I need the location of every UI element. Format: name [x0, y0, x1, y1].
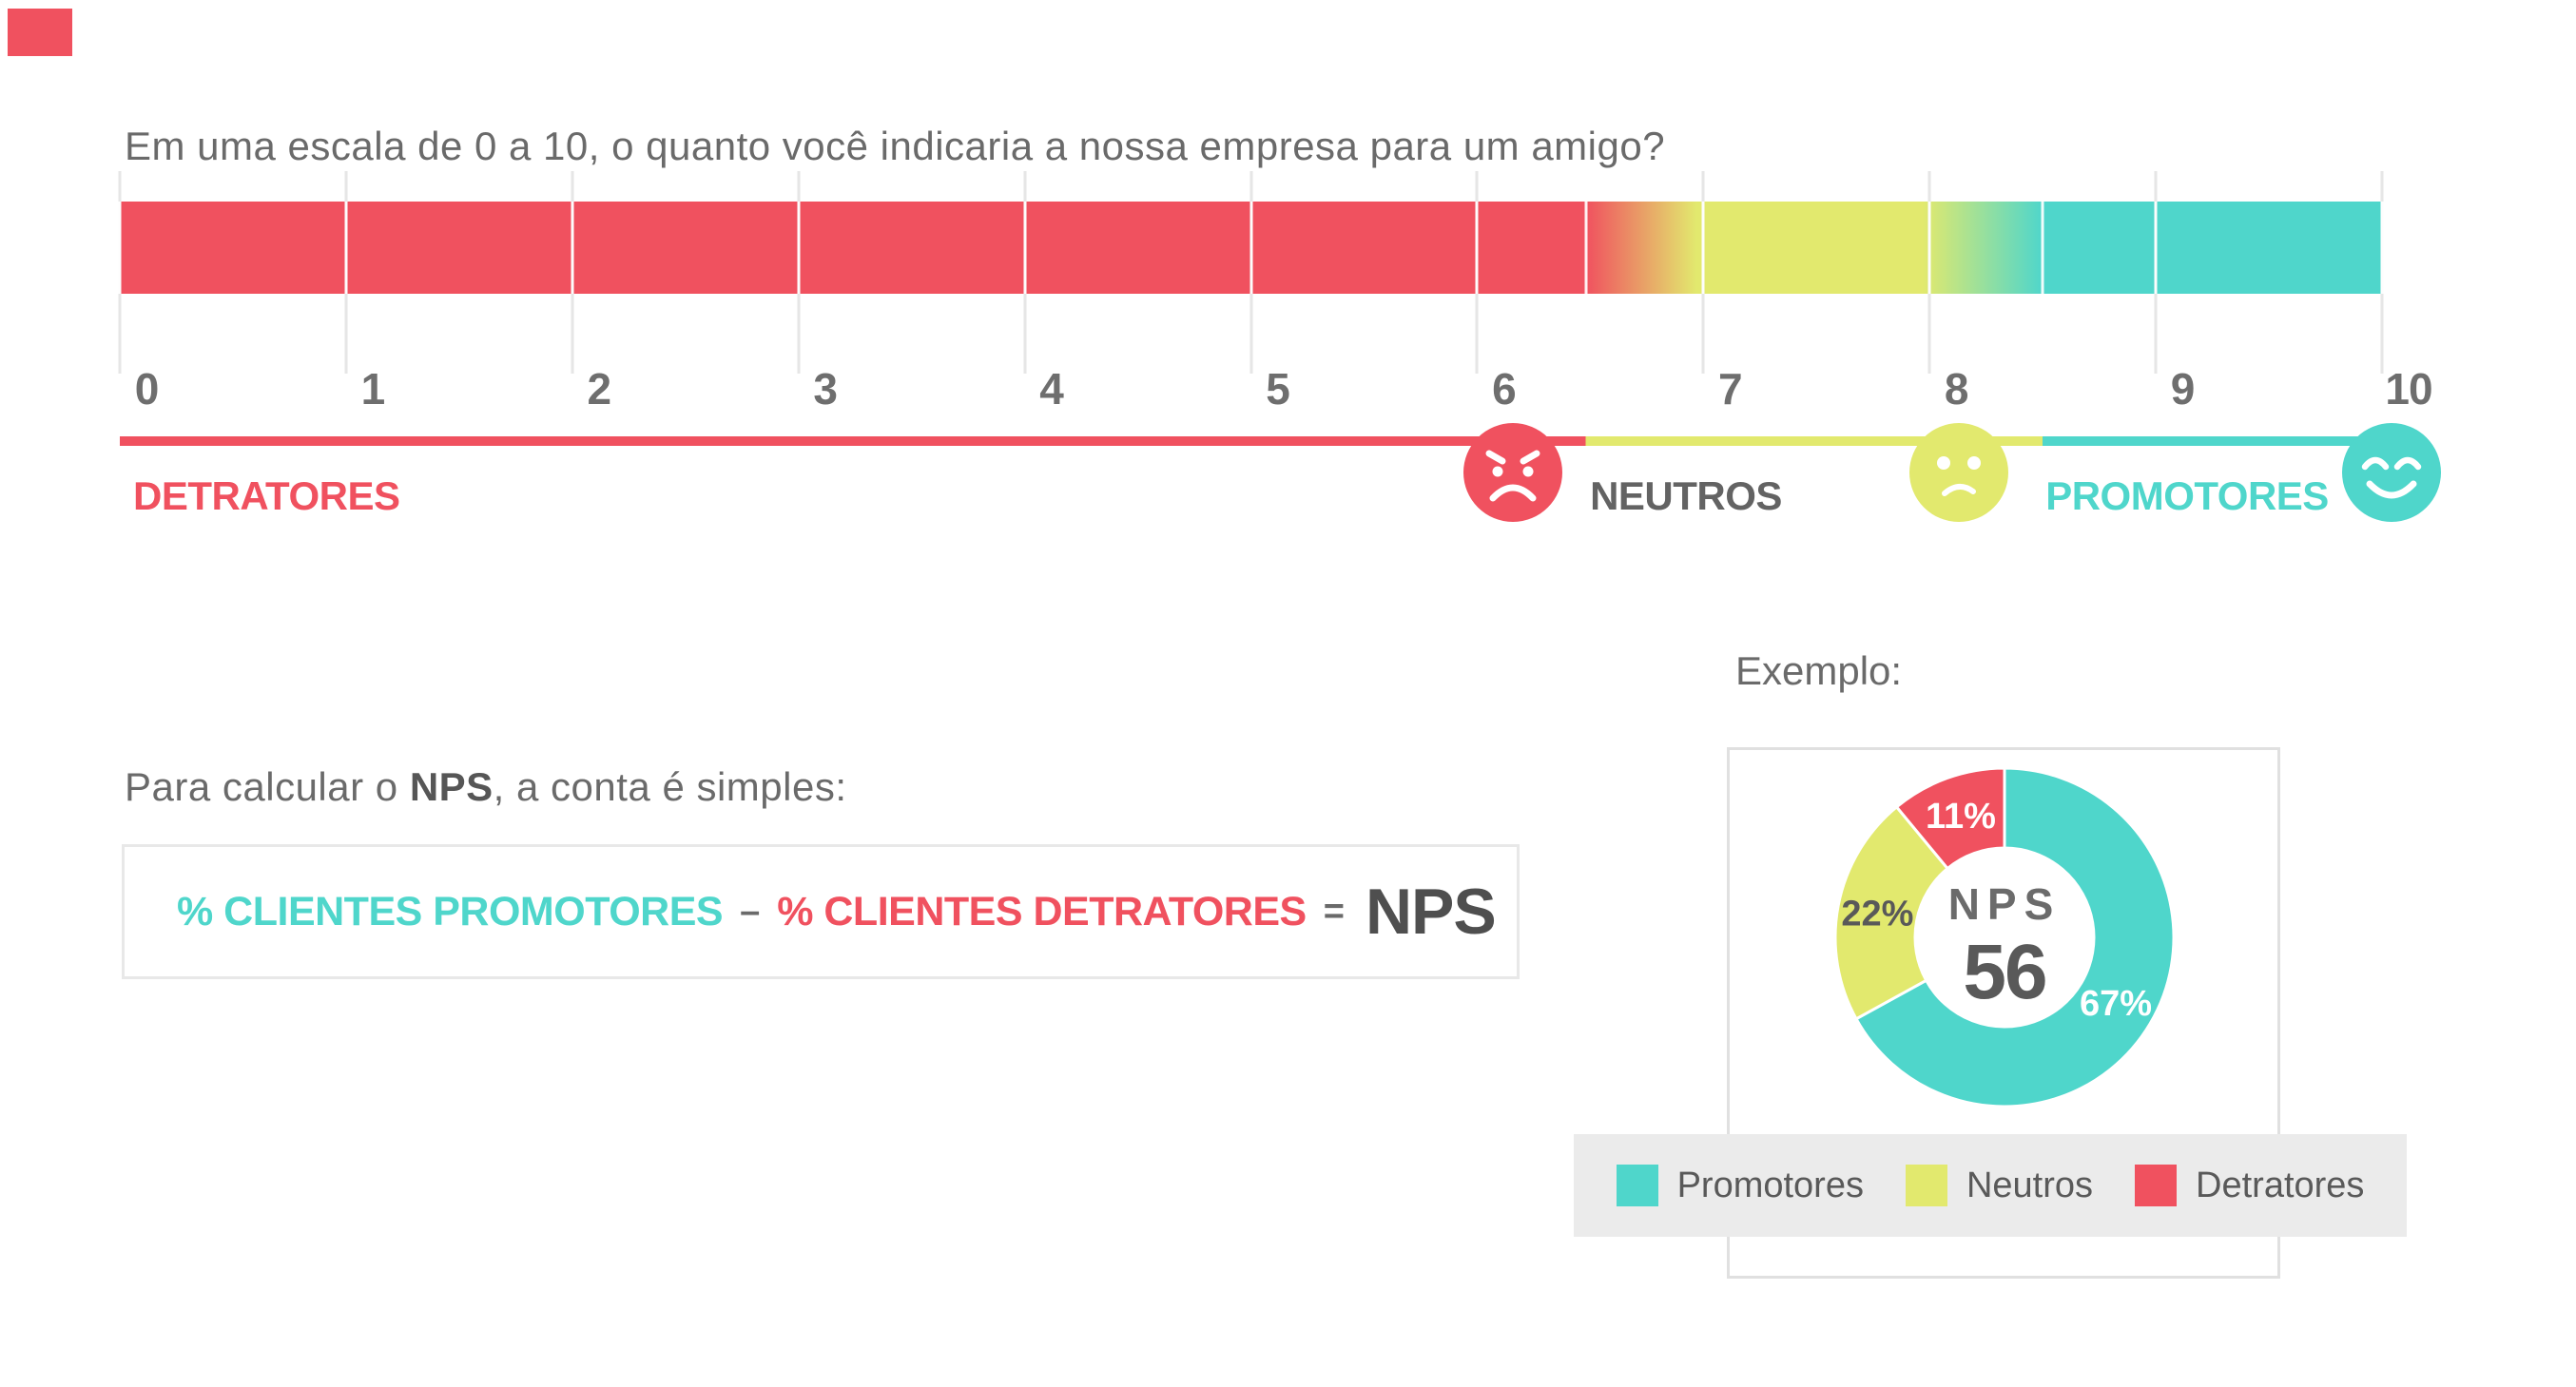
bar-tick-9 [2154, 202, 2158, 294]
formula-promoters-term: % CLIENTES PROMOTORES [177, 888, 724, 934]
chart-legend: Promotores Neutros Detratores [1574, 1134, 2407, 1237]
promoters-label: PROMOTORES [2045, 473, 2329, 518]
scale-number-0: 0 [134, 364, 160, 414]
bar-tick-10 [2380, 202, 2384, 294]
neutrals-label: NEUTROS [1590, 473, 1782, 518]
legend-swatch-neutros [1905, 1165, 1947, 1206]
example-heading: Exemplo: [1735, 648, 1903, 693]
slice-value-neutros: 22% [1841, 895, 1913, 934]
slice-value-promotores: 67% [2080, 984, 2152, 1024]
legend-label-detratores: Detratores [2196, 1165, 2365, 1205]
nps-formula-box: % CLIENTES PROMOTORES – % CLIENTES DETRA… [122, 844, 1520, 979]
donut-center-label: NPS [1948, 879, 2062, 929]
scale-number-5: 5 [1266, 364, 1290, 414]
corner-mark [8, 9, 72, 56]
angry-face-icon [1463, 423, 1563, 522]
bar-tick-5 [1249, 202, 1252, 294]
slice-value-detratores: 11% [1926, 797, 1996, 837]
scale-question-title: Em uma escala de 0 a 10, o quanto você i… [125, 124, 1666, 168]
legend-item-promotores: Promotores [1616, 1165, 1864, 1206]
donut-slice-neutros [1833, 804, 1950, 1021]
formula-intro-nps: NPS [409, 764, 494, 809]
scale-number-7: 7 [1718, 364, 1743, 414]
formula-result: NPS [1365, 876, 1497, 948]
donut-center-value: 56 [1963, 929, 2045, 1015]
bar-tick-3 [797, 202, 801, 294]
formula-intro-prefix: Para calcular o [125, 764, 410, 809]
bar-tick-8 [1927, 202, 1931, 294]
bar-tick-0 [118, 202, 122, 294]
donut-slice-detratores [1894, 766, 2006, 871]
category-separator-6-5 [1584, 202, 1588, 294]
scale-number-1: 1 [360, 364, 386, 414]
nps-donut-chart: 67% 22% 11% NPS 56 [1833, 766, 2176, 1108]
legend-label-promotores: Promotores [1676, 1165, 1864, 1205]
happy-face-icon [2341, 423, 2441, 522]
donut-slice-promotores [1853, 766, 2176, 1108]
formula-intro-suffix: , a conta é simples: [493, 764, 847, 809]
legend-label-neutros: Neutros [1966, 1165, 2094, 1205]
legend-swatch-promotores [1616, 1165, 1658, 1206]
scale-number-8: 8 [1944, 364, 1969, 414]
neutral-face-icon [1909, 423, 2009, 522]
legend-swatch-detratores [2135, 1165, 2178, 1206]
scale-number-6: 6 [1492, 364, 1517, 414]
formula-detractors-term: % CLIENTES DETRATORES [777, 888, 1307, 934]
category-separator-8-5 [2041, 202, 2044, 294]
legend-item-detratores: Detratores [2135, 1165, 2364, 1206]
formula-intro: Para calcular o NPS, a conta é simples: [125, 764, 847, 810]
bar-tick-7 [1701, 202, 1705, 294]
bar-tick-1 [344, 202, 348, 294]
scale-number-9: 9 [2170, 364, 2196, 414]
equals-sign: = [1323, 891, 1345, 932]
category-range-line [120, 423, 2441, 522]
detractors-label: DETRATORES [133, 473, 400, 518]
scale-number-10: 10 [2385, 364, 2432, 414]
scale-number-4: 4 [1039, 364, 1064, 414]
bar-tick-2 [571, 202, 574, 294]
score-scale: 0 1 2 3 4 5 6 7 8 9 10 [118, 171, 2433, 428]
minus-sign: – [740, 891, 761, 932]
bar-tick-6 [1475, 202, 1479, 294]
legend-item-neutros: Neutros [1905, 1165, 2094, 1206]
bar-tick-4 [1023, 202, 1027, 294]
scale-number-2: 2 [587, 364, 612, 414]
scale-number-3: 3 [813, 364, 838, 414]
